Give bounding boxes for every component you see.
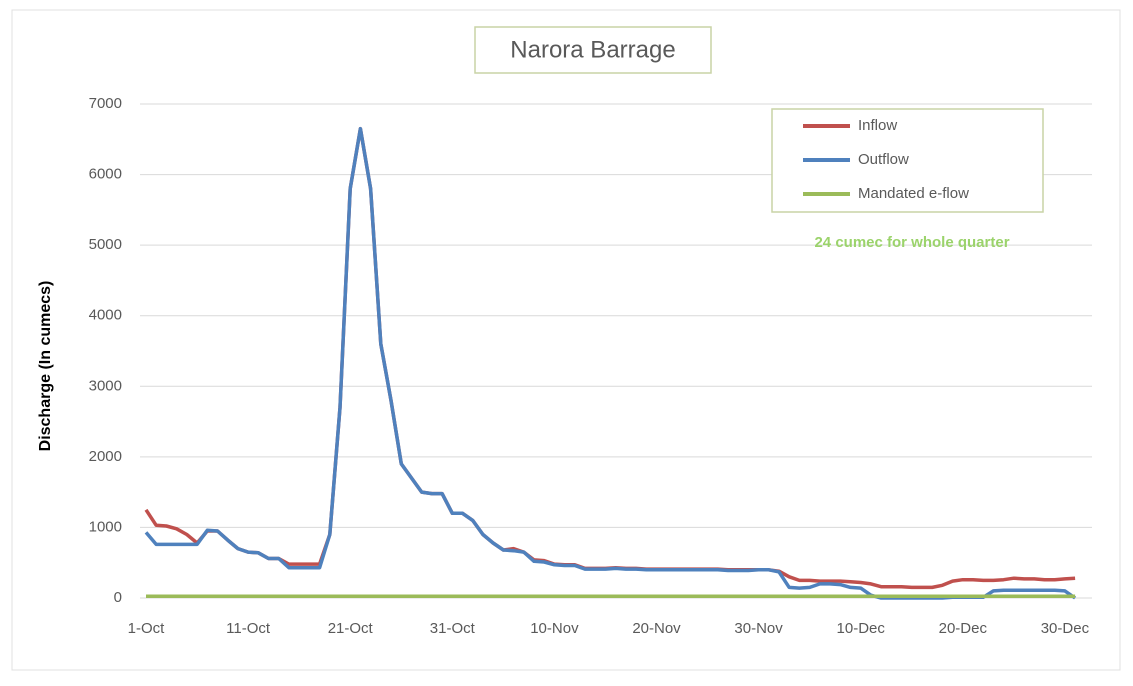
x-tick-label: 21-Oct	[328, 620, 374, 637]
x-tick-label: 11-Oct	[226, 620, 271, 637]
y-axis-label: Discharge (In cumecs)	[37, 281, 54, 452]
x-tick-label: 20-Nov	[632, 620, 681, 637]
y-tick-label: 0	[114, 589, 122, 606]
x-tick-label: 10-Dec	[837, 620, 886, 637]
x-tick-label: 31-Oct	[430, 620, 476, 637]
legend-label: Inflow	[858, 117, 897, 134]
chart-title: Narora Barrage	[510, 36, 675, 63]
x-tick-label: 1-Oct	[128, 620, 166, 637]
x-tick-label: 30-Dec	[1041, 620, 1090, 637]
x-tick-label: 20-Dec	[939, 620, 988, 637]
x-tick-label: 30-Nov	[734, 620, 783, 637]
y-tick-label: 1000	[89, 518, 122, 535]
y-tick-label: 7000	[89, 95, 122, 112]
y-tick-label: 5000	[89, 236, 122, 253]
y-tick-label: 3000	[89, 377, 122, 394]
y-tick-label: 4000	[89, 307, 122, 324]
legend-label: Mandated e-flow	[858, 185, 969, 202]
title-box	[474, 26, 712, 74]
x-tick-label: 10-Nov	[530, 620, 579, 637]
annotation: 24 cumec for whole quarter	[814, 234, 1009, 251]
y-tick-label: 2000	[89, 448, 122, 465]
y-tick-label: 6000	[89, 166, 122, 183]
legend-label: Outflow	[858, 151, 909, 168]
